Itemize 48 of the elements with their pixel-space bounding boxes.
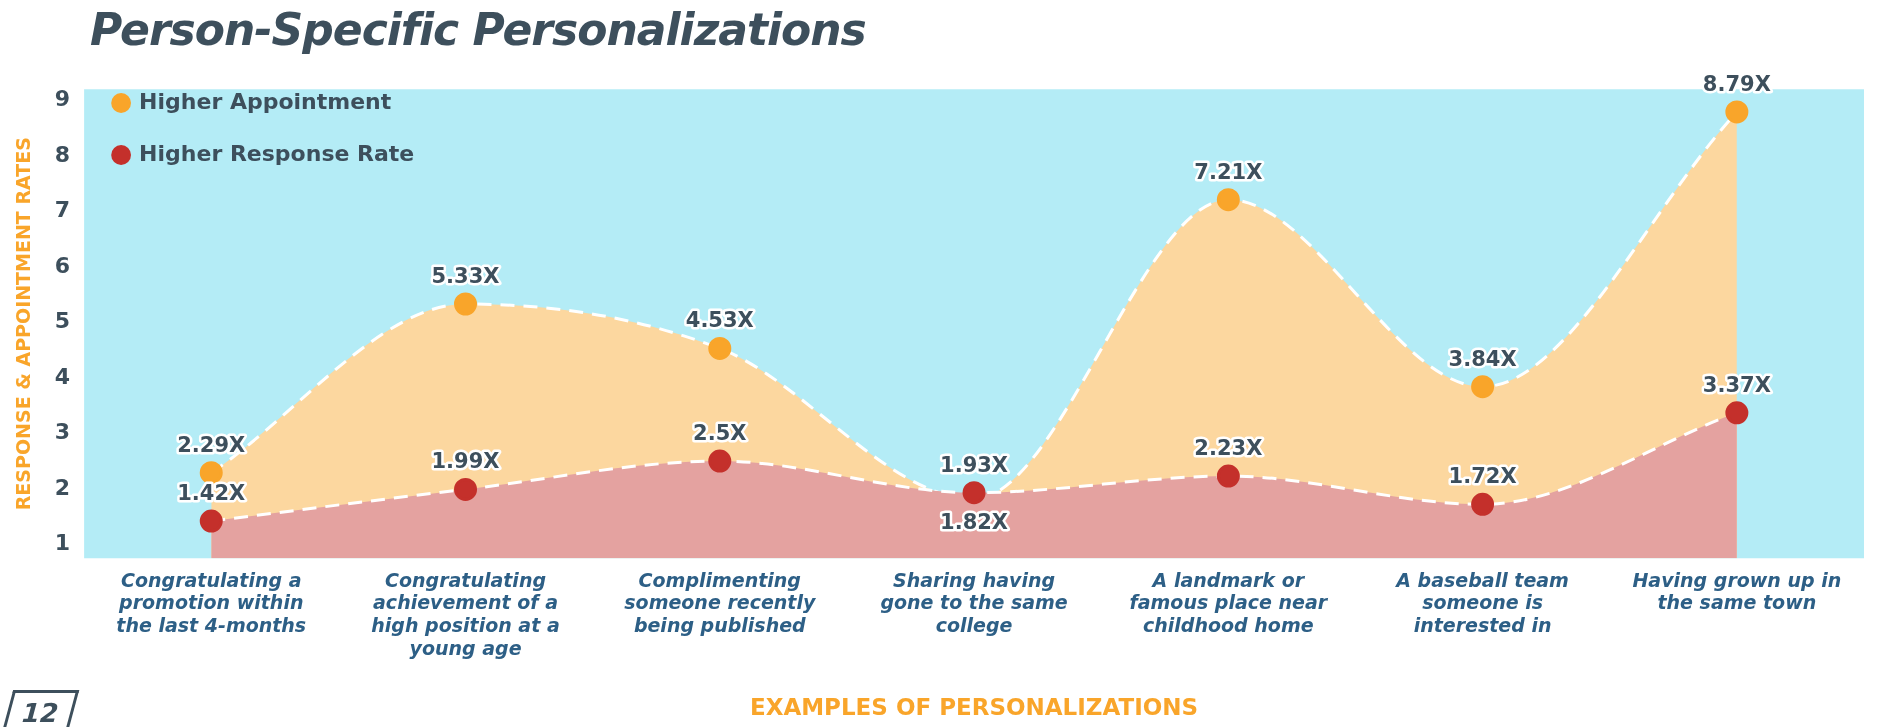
y-axis-title: RESPONSE & APPOINTMENT RATES [12, 137, 35, 511]
point [708, 336, 732, 360]
point [1471, 375, 1495, 399]
x-axis-title: EXAMPLES OF PERSONALIZATIONS [749, 694, 1199, 721]
y-tick-label: 8 [54, 141, 71, 167]
point [199, 509, 223, 533]
point [1471, 492, 1495, 516]
data-label: 1.42X [177, 480, 246, 505]
x-tick-label: Congratulating achievement of a high position at a young age [371, 568, 560, 659]
point [199, 461, 223, 485]
x-tick-label: A baseball team someone is interested in [1394, 568, 1569, 637]
legend-label: Higher Appointment [139, 88, 392, 114]
point [708, 449, 732, 473]
data-label: 2.5X [693, 421, 747, 446]
y-tick-label: 2 [54, 474, 71, 500]
y-tick-label: 1 [54, 530, 71, 556]
y-tick-label: 6 [54, 252, 71, 278]
point [1216, 188, 1240, 212]
data-label: 4.53X [685, 308, 754, 333]
data-label: 2.29X [177, 432, 246, 457]
point [1725, 100, 1749, 124]
data-label: 7.21X [1194, 159, 1263, 184]
data-label: 1.99X [431, 449, 500, 474]
y-tick-label: 4 [54, 363, 71, 389]
data-label: 1.82X [940, 509, 1009, 534]
y-tick-label: 7 [54, 197, 71, 223]
data-label: 2.23X [1194, 436, 1263, 461]
point [962, 481, 986, 505]
data-label: 1.93X [940, 452, 1009, 477]
y-tick-label: 5 [54, 308, 71, 334]
data-label: 5.33X [431, 263, 500, 288]
data-label: 3.84X [1448, 346, 1517, 371]
point [454, 292, 478, 316]
point [454, 477, 478, 501]
point [1216, 464, 1240, 488]
chart-title: Person-Specific Personalizations [90, 4, 866, 55]
x-tick-label: A landmark or famous place near childhood home [1129, 568, 1329, 637]
y-tick-label: 9 [54, 86, 71, 112]
legend-label: Higher Response Rate [139, 140, 415, 166]
data-label: 1.72X [1448, 464, 1517, 489]
x-tick-label: Congratulating a promotion within the last 4-months [116, 568, 307, 637]
text: 12 [2, 690, 80, 727]
data-label: 8.79X [1702, 71, 1771, 96]
x-tick-label: Having grown up in the same town [1632, 568, 1842, 614]
x-tick-label: Sharing having gone to the same college [880, 568, 1068, 637]
y-tick-label: 3 [54, 419, 71, 445]
point [1725, 401, 1749, 425]
x-tick-label: Complimenting someone recently being published [624, 568, 817, 637]
